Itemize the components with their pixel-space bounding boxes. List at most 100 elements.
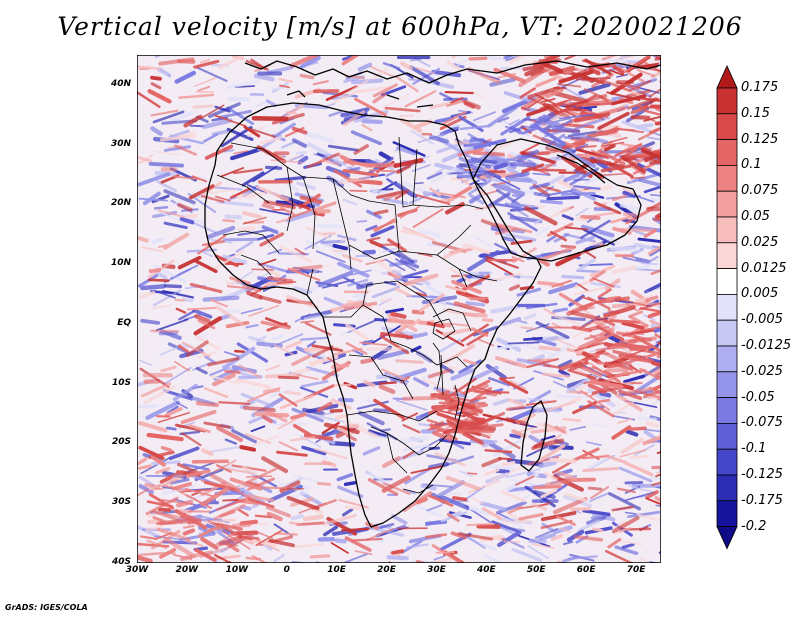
field-streak [285, 340, 302, 350]
field-streak [582, 509, 611, 517]
field-streak [460, 323, 489, 343]
field-streak [443, 247, 465, 259]
field-streak [378, 151, 392, 161]
field-streak [615, 55, 635, 60]
field-streak [651, 312, 661, 315]
colorbar-bin [716, 242, 738, 270]
field-streak [218, 313, 231, 321]
colorbar-tick-label: 0.005 [741, 286, 779, 302]
field-streak [491, 141, 513, 153]
field-streak [431, 69, 462, 78]
field-streak [365, 224, 378, 232]
field-streak [297, 155, 309, 165]
field-streak [291, 126, 308, 135]
field-streak [244, 467, 278, 485]
map-panel [137, 55, 661, 563]
field-streak [649, 476, 661, 481]
field-streak [546, 235, 557, 243]
field-streak [435, 329, 465, 347]
field-streak [261, 456, 289, 474]
field-streak [574, 137, 591, 145]
field-streak [488, 272, 522, 283]
field-streak [539, 199, 563, 205]
field-streak [181, 432, 202, 447]
field-streak [178, 93, 215, 99]
field-streak [462, 99, 481, 110]
field-streak [402, 424, 421, 434]
field-streak [361, 118, 383, 125]
field-streak [456, 419, 486, 429]
field-streak [545, 400, 576, 412]
field-streak [517, 149, 540, 163]
field-streak [422, 483, 453, 488]
field-streak [227, 196, 238, 201]
field-streak [352, 292, 368, 298]
field-streak [616, 487, 636, 494]
field-streak [548, 282, 579, 295]
field-streak [193, 76, 217, 88]
field-streak [505, 468, 541, 479]
field-streak [578, 258, 596, 271]
field-streak [587, 296, 611, 310]
field-streak [367, 478, 399, 496]
field-streak [591, 73, 614, 88]
field-streak [501, 461, 516, 467]
field-streak [155, 270, 168, 280]
colorbar-tick-label: 0.025 [741, 234, 779, 250]
field-streak [298, 203, 311, 211]
field-streak [340, 235, 351, 243]
field-streak [152, 509, 184, 523]
field-streak [470, 156, 490, 168]
field-streak [654, 496, 661, 503]
field-streak [260, 320, 291, 330]
field-streak [425, 520, 448, 526]
field-streak [235, 378, 272, 389]
field-streak [511, 547, 543, 562]
field-streak [249, 128, 276, 138]
field-streak [621, 321, 644, 330]
colorbar-tick-label: -0.2 [741, 518, 767, 534]
field-streak [163, 284, 182, 289]
field-streak [473, 401, 486, 405]
field-streak [410, 129, 434, 145]
field-streak [434, 557, 453, 563]
field-streak [621, 120, 651, 133]
field-streak [332, 243, 348, 251]
field-streak [626, 172, 661, 185]
field-streak [550, 90, 588, 104]
field-streak [610, 94, 647, 106]
field-streak [577, 519, 601, 533]
field-streak [188, 184, 215, 200]
field-streak [281, 140, 297, 149]
field-streak [645, 295, 659, 302]
field-streak [429, 187, 442, 197]
field-streak [458, 176, 487, 196]
field-streak [157, 244, 168, 249]
field-streak [143, 385, 176, 405]
field-streak [604, 319, 616, 327]
field-streak [569, 360, 589, 372]
field-streak [625, 429, 639, 437]
field-streak [551, 279, 573, 288]
field-streak [156, 68, 169, 76]
field-streak [538, 460, 557, 469]
field-streak [381, 93, 410, 109]
field-streak [338, 175, 372, 185]
field-streak [337, 485, 364, 498]
field-streak [197, 85, 211, 92]
field-streak [334, 413, 350, 420]
field-streak [648, 126, 661, 134]
field-streak [552, 461, 573, 474]
field-streak [569, 167, 600, 186]
field-streak [638, 178, 661, 188]
field-streak [259, 208, 290, 216]
field-streak [589, 492, 609, 503]
lon-tick-label: 70E [626, 565, 646, 575]
field-streak [173, 175, 202, 181]
field-streak [518, 275, 537, 279]
field-streak [343, 481, 357, 487]
field-streak [650, 360, 661, 368]
field-streak [237, 228, 271, 237]
field-streak [200, 104, 225, 119]
field-streak [175, 307, 187, 314]
